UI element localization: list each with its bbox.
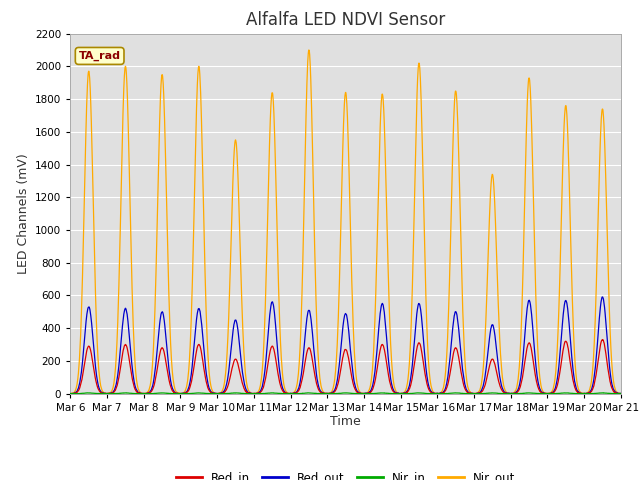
Title: Alfalfa LED NDVI Sensor: Alfalfa LED NDVI Sensor — [246, 11, 445, 29]
X-axis label: Time: Time — [330, 415, 361, 429]
Legend: Red_in, Red_out, Nir_in, Nir_out: Red_in, Red_out, Nir_in, Nir_out — [171, 466, 520, 480]
Text: TA_rad: TA_rad — [79, 51, 121, 61]
Y-axis label: LED Channels (mV): LED Channels (mV) — [17, 153, 29, 274]
